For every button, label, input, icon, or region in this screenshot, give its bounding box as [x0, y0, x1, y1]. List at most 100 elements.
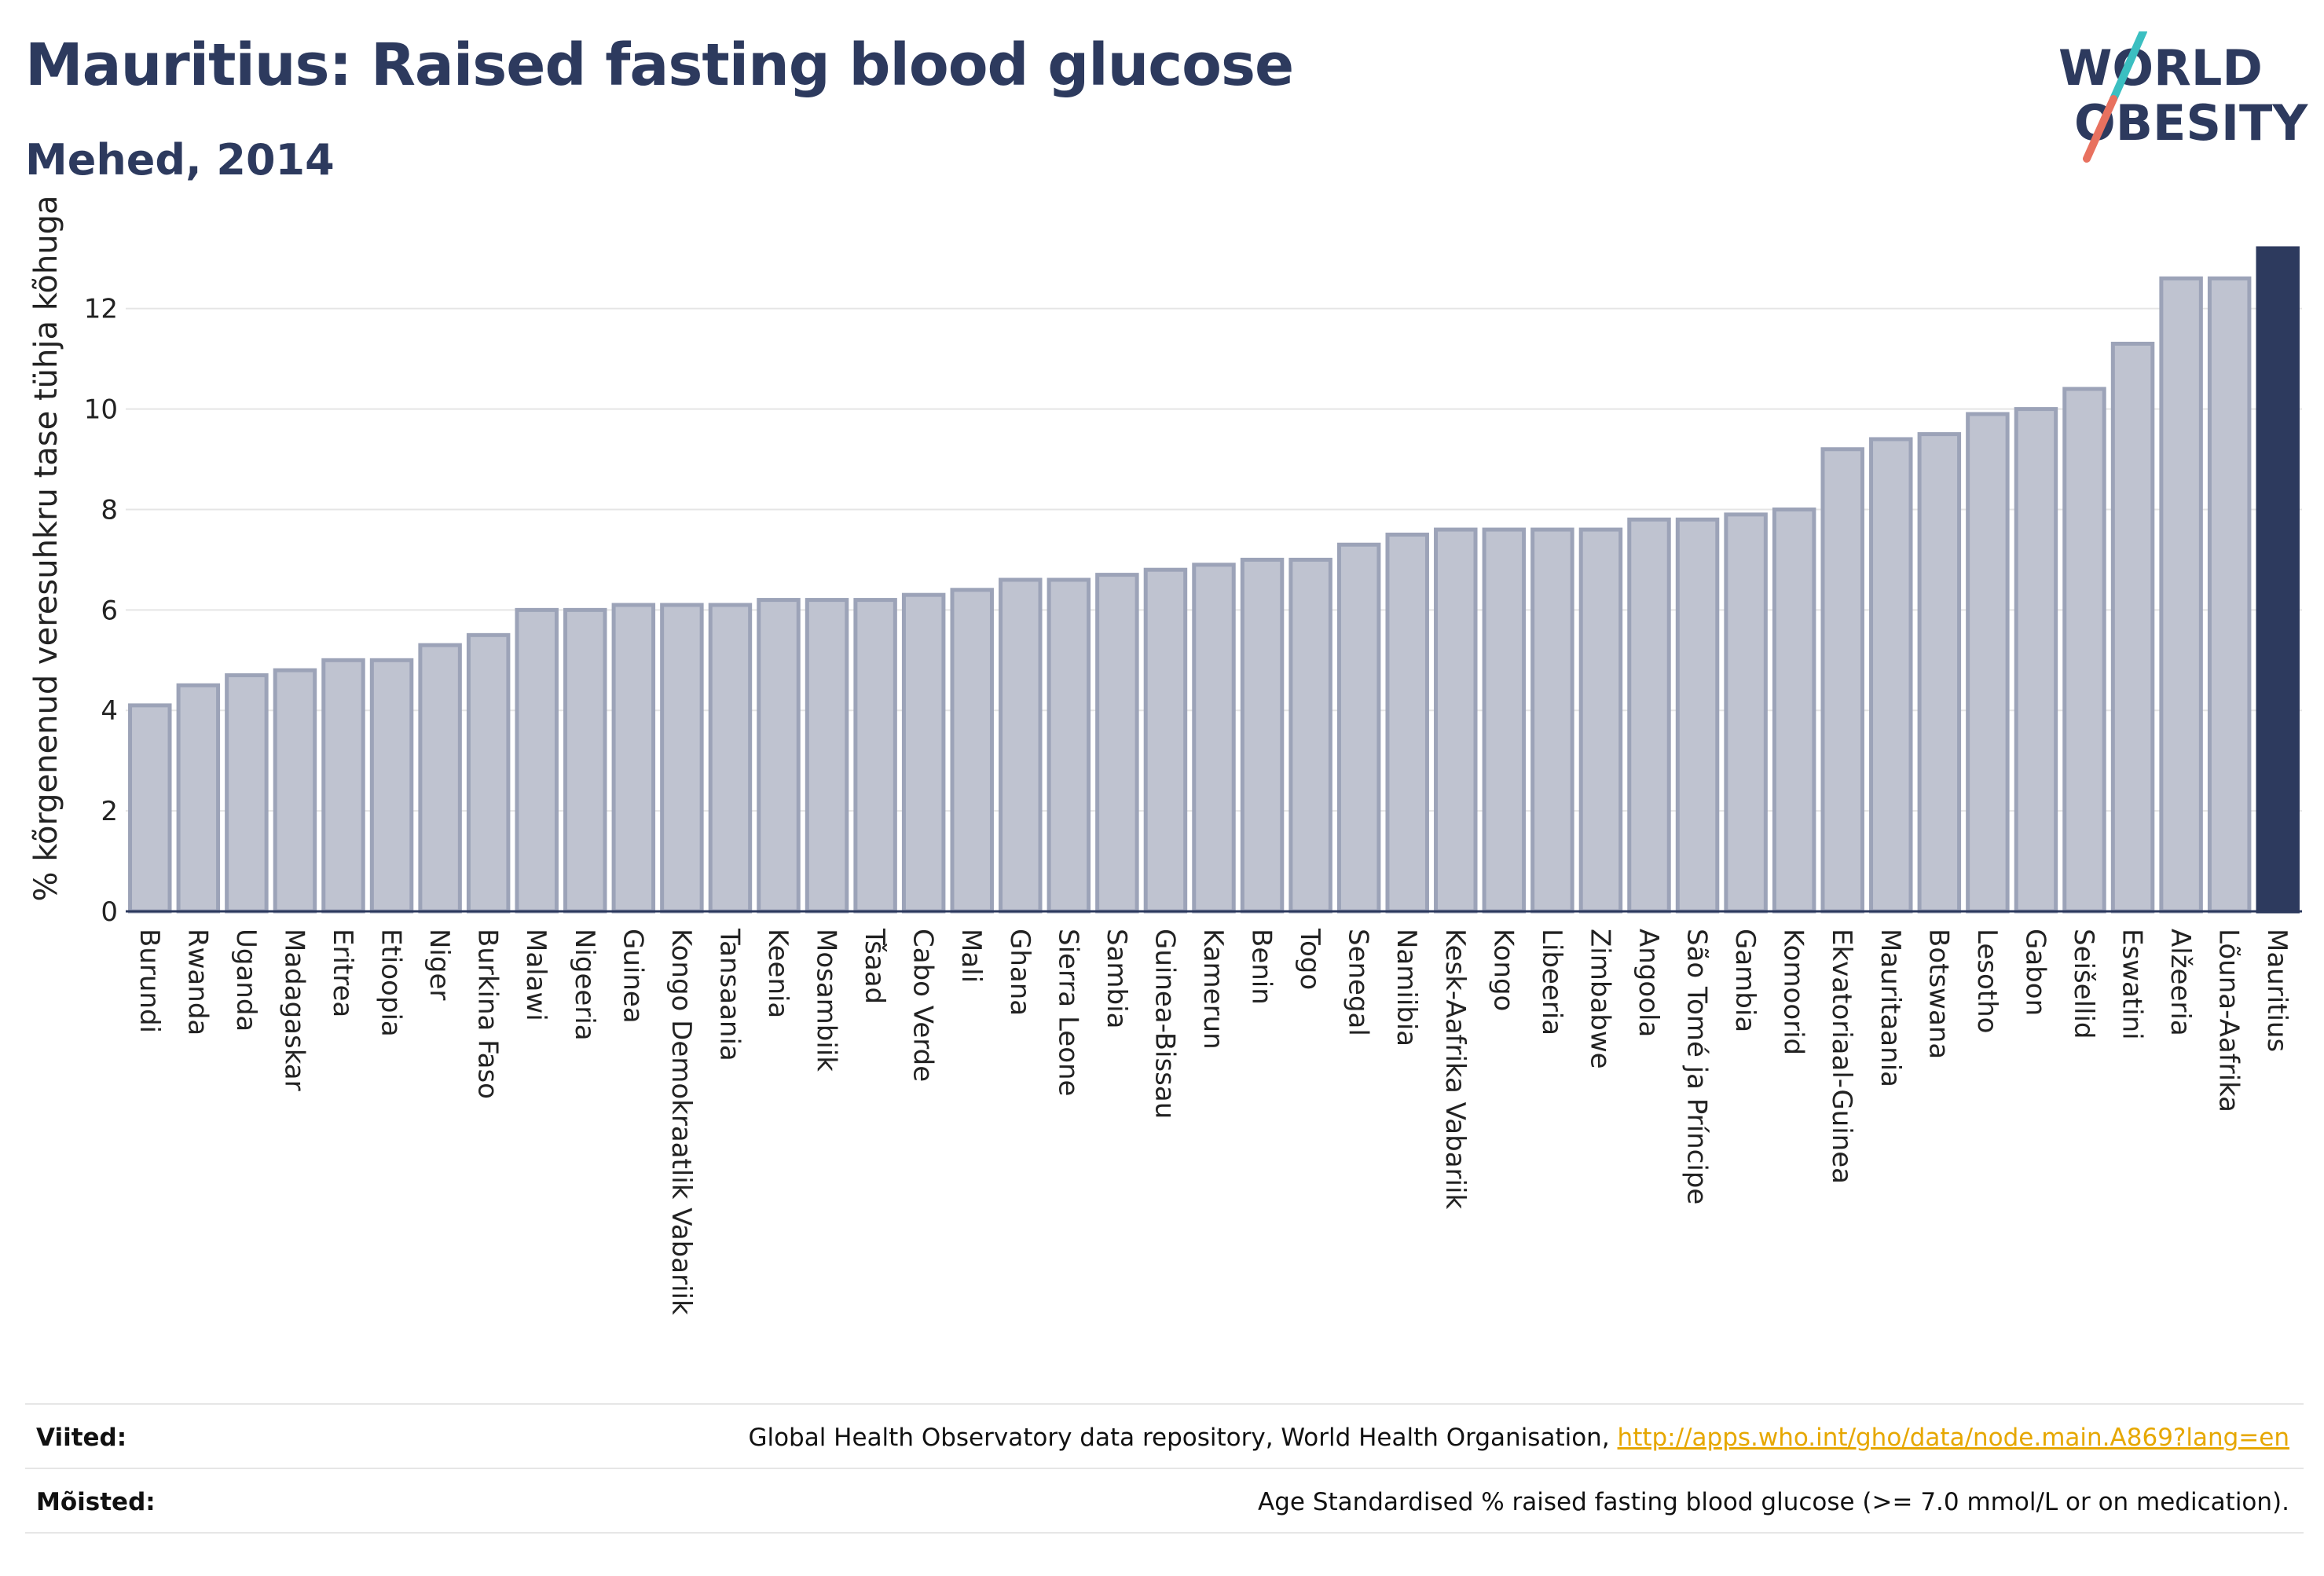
x-tick-label: Tšaad [859, 928, 890, 1004]
bar [853, 598, 897, 914]
x-tick-label: Eritrea [327, 929, 358, 1017]
bar [1724, 512, 1768, 914]
bar [2062, 387, 2106, 914]
x-tick-label: Sambia [1101, 929, 1132, 1028]
y-tick-label: 6 [101, 595, 118, 626]
bar [128, 703, 172, 914]
x-tick-label: Kongo [1487, 929, 1519, 1011]
x-tick-label: Keenia [762, 929, 794, 1018]
bar [1675, 517, 1720, 914]
x-tick-label: Mauritaania [1875, 929, 1906, 1087]
bar [1966, 412, 2010, 914]
x-tick-label: Cabo Verde [907, 929, 939, 1082]
bar [999, 577, 1043, 914]
x-tick-label: Benin [1246, 929, 1277, 1005]
bar [225, 673, 269, 914]
y-tick-label: 2 [101, 796, 118, 827]
x-tick-label: Rwanda [181, 929, 213, 1035]
y-tick-label: 8 [101, 494, 118, 526]
bar [466, 632, 511, 914]
x-tick-label: Kamerun [1197, 929, 1229, 1050]
x-tick-label: Malawi [520, 929, 552, 1021]
x-tick-label: Komoorid [1778, 929, 1809, 1055]
bar [1627, 517, 1671, 914]
bar-highlight [2256, 246, 2300, 914]
x-tick-label: Lesotho [1971, 929, 2003, 1033]
x-tick-label: Mali [955, 929, 987, 983]
definitions-text: Age Standardised % raised fasting blood … [1258, 1488, 2289, 1516]
x-tick-label: Senegal [1343, 929, 1374, 1036]
bar [515, 607, 559, 914]
bar [176, 683, 221, 914]
x-tick-label: Niger [423, 929, 455, 1000]
sources-row: Viited: Global Health Observatory data r… [25, 1403, 2304, 1468]
bar [1095, 573, 1139, 914]
x-tick-label: Ekvatoriaal-Guinea [1826, 929, 1857, 1184]
bar [1578, 527, 1623, 914]
x-tick-label: Ghana [1004, 929, 1036, 1016]
x-tick-label: Kongo Demokraatlik Vabariik [665, 929, 697, 1315]
x-tick-label: Etioopia [376, 929, 407, 1037]
x-tick-label: Mosambiik [811, 929, 842, 1072]
y-tick-label: 0 [101, 896, 118, 928]
x-tick-label: Botswana [1923, 929, 1954, 1059]
bar [369, 658, 414, 914]
bar [1047, 577, 1091, 914]
x-tick-label: Angoola [1633, 929, 1664, 1037]
bar [1385, 532, 1429, 914]
bar [660, 603, 704, 914]
bar [2110, 341, 2155, 914]
x-tick-label: Guinea [617, 929, 648, 1024]
bar [273, 668, 317, 914]
bar [1143, 567, 1188, 914]
x-tick-label: Mauritius [2261, 929, 2293, 1052]
x-tick-label: Gambia [1729, 929, 1761, 1032]
chart-title: Mauritius: Raised fasting blood glucose [25, 31, 1294, 99]
bar [757, 598, 801, 914]
x-tick-label: Burundi [134, 929, 165, 1033]
y-axis-label: % kõrgenenud veresuhkru tase tühja kõhug… [28, 195, 64, 901]
world-obesity-logo: WORLD OBESITY [2058, 31, 2308, 163]
bar [1192, 563, 1236, 914]
x-tick-label: Guinea-Bissau [1149, 929, 1180, 1119]
bar [418, 643, 462, 914]
x-tick-label: Nigeeria [569, 929, 600, 1041]
logo-slash-teal [2110, 31, 2147, 103]
x-tick-label: Seišellid [2068, 929, 2099, 1039]
x-tick-label: Zimbabwe [1584, 929, 1615, 1069]
x-tick-label: Namiibia [1391, 929, 1422, 1046]
x-tick-label: Alžeeria [2165, 929, 2196, 1036]
bar [321, 658, 365, 914]
chart-subtitle: Mehed, 2014 [25, 135, 335, 185]
logo-slash-coral [2083, 95, 2117, 163]
bar [2014, 407, 2058, 914]
bar [950, 588, 994, 914]
bar [708, 603, 753, 914]
x-tick-label: Madagaskar [278, 929, 310, 1091]
bar [2159, 276, 2203, 914]
definitions-row: Mõisted: Age Standardised % raised fasti… [25, 1468, 2304, 1532]
definitions-label: Mõisted: [36, 1488, 156, 1516]
sources-link[interactable]: http://apps.who.int/gho/data/node.main.A… [1617, 1424, 2289, 1452]
bar [1240, 557, 1285, 914]
y-tick-label: 10 [84, 394, 118, 426]
x-tick-label: Uganda [230, 929, 262, 1032]
bar [1820, 447, 1864, 914]
x-tick-label: Libeeria [1536, 929, 1567, 1035]
bar [1917, 432, 1962, 914]
bar [805, 598, 849, 914]
x-tick-label: São Tomé ja Príncipe [1681, 929, 1713, 1204]
x-tick-label: Gabon [2019, 929, 2051, 1016]
x-tick-label: Kesk-Aafrika Vabariik [1439, 929, 1471, 1209]
x-tick-label: Sierra Leone [1052, 929, 1083, 1096]
x-tick-label: Burkina Faso [472, 929, 504, 1099]
bar [1772, 507, 1816, 914]
x-tick-label: Lõuna-Aafrika [2213, 929, 2245, 1112]
logo-line-1: WORLD [2058, 39, 2263, 97]
footer-divider [25, 1532, 2304, 1534]
bar [1482, 527, 1527, 914]
bar [611, 603, 656, 914]
bar [1530, 527, 1574, 914]
bar [1336, 542, 1381, 914]
x-tick-label: Tansaania [713, 928, 745, 1061]
